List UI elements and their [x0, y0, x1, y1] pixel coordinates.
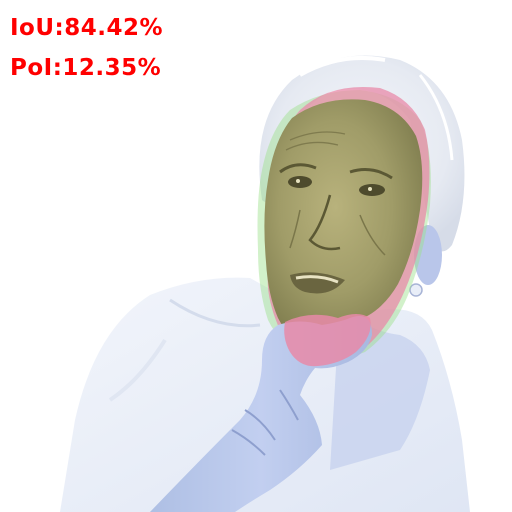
right-eye-icon — [359, 184, 385, 196]
hand-region — [150, 314, 372, 512]
pol-score-label: PoI:12.35% — [10, 55, 162, 81]
face-mask — [257, 86, 431, 361]
earring-icon — [409, 283, 423, 297]
iou-score-label: IoU:84.42% — [10, 15, 164, 41]
left-eye-icon — [288, 176, 312, 188]
